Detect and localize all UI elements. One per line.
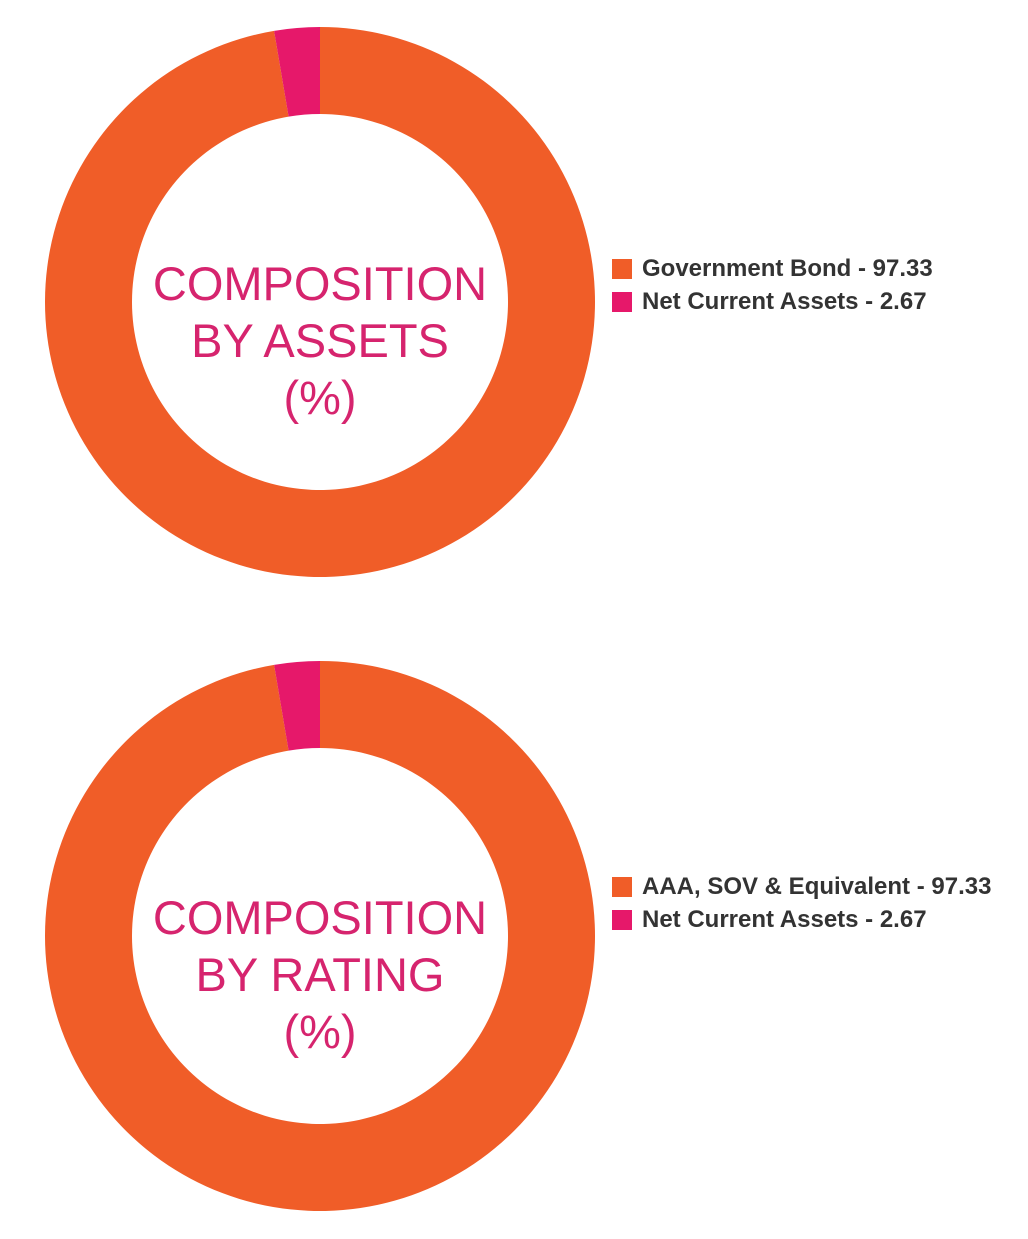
legend-item: AAA, SOV & Equivalent - 97.33 — [612, 870, 992, 903]
legend-label: Net Current Assets - 2.67 — [642, 906, 927, 933]
rating-donut-chart: COMPOSITION BY RATING (%) AAA, SOV & Equ… — [0, 634, 1028, 1234]
legend-label: Government Bond - 97.33 — [642, 255, 933, 282]
legend-item: Government Bond - 97.33 — [612, 252, 992, 285]
donut-slice-0 — [45, 27, 596, 577]
rating-title-line-1: COMPOSITION — [152, 891, 488, 944]
assets-title-line-3: (%) — [283, 371, 357, 424]
legend-swatch-aaa-sov — [612, 877, 632, 897]
legend-item: Net Current Assets - 2.67 — [612, 285, 992, 318]
donut-slice-1 — [274, 27, 320, 117]
rating-title-line-3: (%) — [283, 1005, 357, 1058]
assets-legend: Government Bond - 97.33 Net Current Asse… — [612, 252, 992, 318]
assets-title-line-2: BY ASSETS — [191, 314, 449, 367]
legend-label: Net Current Assets - 2.67 — [642, 288, 927, 315]
donut-slice-1 — [274, 661, 320, 751]
legend-swatch-government-bond — [612, 259, 632, 279]
rating-center-title: COMPOSITION BY RATING (%) — [120, 889, 520, 1060]
assets-donut-svg — [45, 27, 596, 577]
legend-swatch-net-current-assets — [612, 910, 632, 930]
assets-title-line-1: COMPOSITION — [152, 257, 488, 310]
legend-item: Net Current Assets - 2.67 — [612, 903, 992, 936]
rating-legend: AAA, SOV & Equivalent - 97.33 Net Curren… — [612, 870, 992, 936]
assets-center-title: COMPOSITION BY ASSETS (%) — [120, 255, 520, 426]
legend-label: AAA, SOV & Equivalent - 97.33 — [642, 873, 992, 900]
assets-donut-chart: COMPOSITION BY ASSETS (%) Government Bon… — [0, 0, 1028, 600]
rating-title-line-2: BY RATING — [195, 948, 445, 1001]
donut-slice-0 — [45, 661, 596, 1211]
legend-swatch-net-current-assets — [612, 292, 632, 312]
rating-donut-svg — [45, 661, 596, 1211]
